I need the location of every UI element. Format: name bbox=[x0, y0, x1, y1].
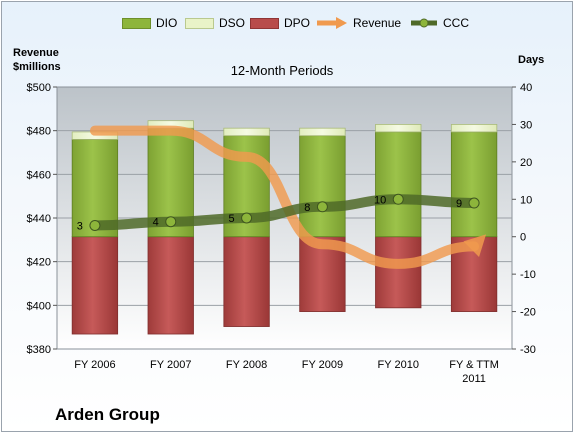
company-name: Arden Group bbox=[55, 405, 160, 424]
legend-item-ccc: CCC bbox=[410, 13, 469, 33]
ccc-data-label: 8 bbox=[304, 202, 310, 214]
bar-dso bbox=[299, 127, 346, 137]
legend-swatch-dio bbox=[122, 17, 151, 29]
legend-label-dio: DIO bbox=[156, 16, 178, 30]
category-label: FY 2008 bbox=[226, 359, 267, 371]
bar-dpo bbox=[147, 236, 194, 335]
right-tick-label: -30 bbox=[520, 344, 536, 356]
category-label: FY & TTM bbox=[449, 359, 499, 371]
left-tick-label: $400 bbox=[27, 300, 51, 312]
right-tick-label: -10 bbox=[520, 269, 536, 281]
bar-dso bbox=[375, 124, 422, 133]
bar-dso bbox=[450, 124, 498, 133]
legend-label-dso: DSO bbox=[219, 16, 246, 30]
chart-legend: DIO DSO DPO Revenue CCC bbox=[0, 13, 574, 33]
category-label: FY 2007 bbox=[150, 359, 191, 371]
chart-title: 12-Month Periods bbox=[230, 63, 334, 78]
legend-label-ccc: CCC bbox=[443, 16, 469, 30]
revenue-arrowhead bbox=[463, 234, 487, 257]
ccc-point bbox=[89, 219, 101, 231]
legend-label-dpo: DPO bbox=[284, 16, 311, 30]
ccc-point bbox=[241, 212, 253, 224]
ccc-point bbox=[392, 193, 404, 205]
category-label: FY 2006 bbox=[74, 359, 115, 371]
left-tick-label: $380 bbox=[27, 344, 51, 356]
category-label: FY 2009 bbox=[302, 359, 343, 371]
left-tick-label: $480 bbox=[27, 126, 51, 138]
right-tick-label: 20 bbox=[520, 157, 532, 169]
legend-swatch-dpo bbox=[250, 17, 279, 29]
ccc-data-label: 10 bbox=[374, 194, 386, 206]
legend-item-revenue: Revenue bbox=[316, 13, 401, 33]
legend-item-dso: DSO bbox=[185, 13, 245, 33]
left-axis-title-line2: $millions bbox=[13, 61, 61, 73]
left-axis-title-line1: Revenue bbox=[13, 47, 59, 59]
left-tick-label: $420 bbox=[27, 257, 51, 269]
bar-dpo bbox=[375, 236, 422, 309]
ccc-data-label: 4 bbox=[153, 217, 159, 229]
legend-swatch-dso bbox=[185, 17, 214, 29]
legend-label-revenue: Revenue bbox=[353, 16, 402, 30]
revenue-line bbox=[89, 125, 480, 269]
right-tick-label: 40 bbox=[520, 82, 532, 94]
bar-dso bbox=[223, 127, 270, 137]
right-tick-label: 0 bbox=[520, 232, 526, 244]
bar-dio bbox=[375, 131, 422, 238]
ccc-line bbox=[89, 194, 480, 231]
ccc-data-label: 9 bbox=[456, 198, 462, 210]
left-tick-label: $500 bbox=[27, 82, 51, 94]
ccc-point bbox=[316, 201, 328, 213]
right-axis-title: Days bbox=[518, 54, 545, 66]
legend-swatch-revenue bbox=[317, 17, 347, 29]
right-tick-label: 10 bbox=[520, 194, 532, 206]
left-tick-label: $460 bbox=[27, 169, 51, 181]
category-label-line2: 2011 bbox=[462, 373, 486, 385]
legend-item-dio: DIO bbox=[122, 13, 177, 33]
category-label: FY 2010 bbox=[378, 359, 419, 371]
ccc-point bbox=[165, 216, 177, 228]
ccc-data-label: 3 bbox=[77, 220, 83, 232]
legend-swatch-ccc bbox=[411, 18, 437, 28]
left-tick-label: $440 bbox=[27, 213, 51, 225]
right-tick-label: 30 bbox=[520, 119, 532, 131]
ccc-data-label: 5 bbox=[228, 213, 234, 225]
left-axis-title: Revenue $millions bbox=[13, 46, 61, 74]
bar-dpo bbox=[71, 236, 119, 335]
ccc-point bbox=[468, 197, 480, 209]
legend-item-dpo: DPO bbox=[250, 13, 310, 33]
bar-dio bbox=[450, 131, 498, 238]
right-tick-label: -20 bbox=[520, 307, 536, 319]
bar-dpo bbox=[223, 236, 270, 327]
bar-dio bbox=[299, 135, 346, 238]
